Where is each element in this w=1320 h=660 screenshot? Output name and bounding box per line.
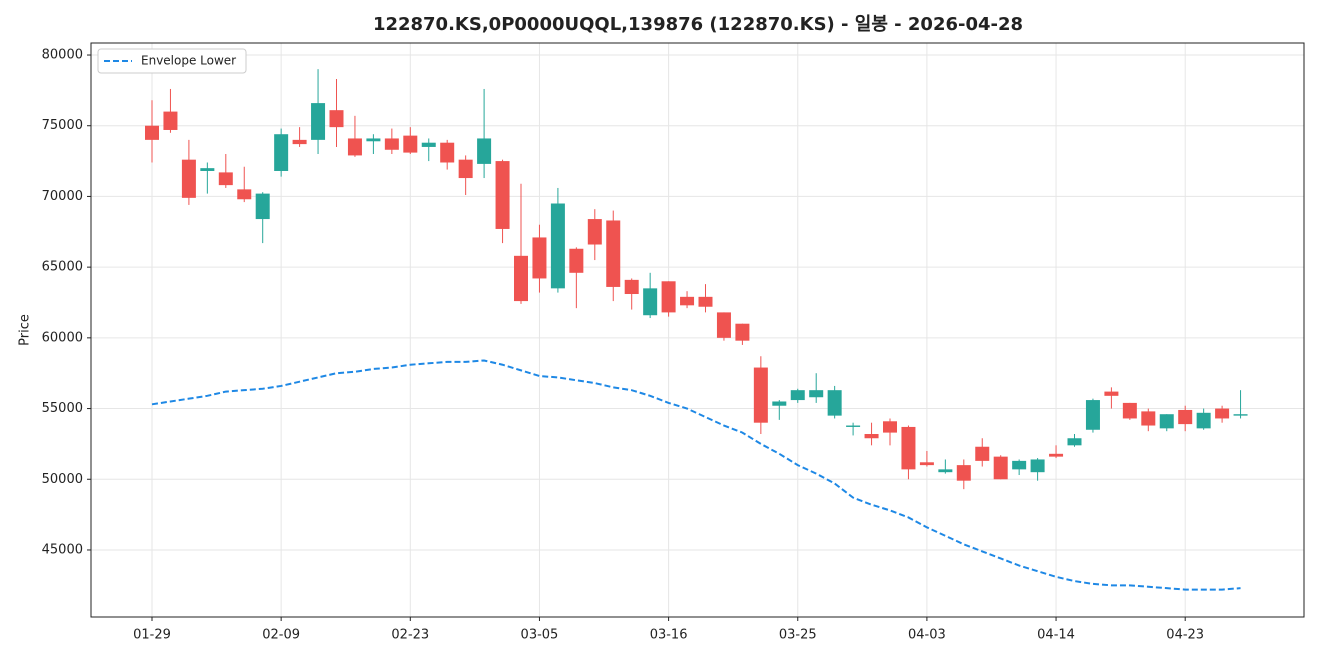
y-tick-label: 45000 [42, 542, 83, 557]
candle-body [606, 220, 621, 287]
x-tick-label: 03-25 [779, 628, 817, 643]
candle-body [255, 193, 270, 220]
candle-body [1067, 438, 1082, 446]
candle-body [550, 203, 565, 289]
candle-body [163, 111, 178, 130]
candle-body [200, 168, 215, 171]
candle-body [329, 110, 344, 128]
candle-body [993, 456, 1008, 480]
candle-body [698, 296, 713, 307]
candle-body [680, 296, 695, 306]
candle-body [938, 469, 953, 473]
candle-body [1122, 402, 1137, 419]
y-tick-label: 65000 [42, 260, 83, 275]
candle-body [458, 159, 473, 179]
candle-body [772, 401, 787, 406]
x-tick-label: 04-03 [908, 628, 946, 643]
x-tick-label: 03-16 [650, 628, 688, 643]
candle-body [1196, 412, 1211, 429]
chart-title: 122870.KS,0P0000UQQL,139876 (122870.KS) … [373, 14, 1023, 35]
candle-body [624, 279, 639, 295]
candle-body [477, 138, 492, 164]
candle-body [901, 426, 916, 470]
y-tick-label: 55000 [42, 401, 83, 416]
candle-body [1233, 414, 1248, 416]
candle-body [311, 103, 326, 140]
candle-body [919, 462, 934, 466]
candle-body [809, 390, 824, 398]
candle-body [883, 421, 897, 433]
candle-body [237, 189, 252, 200]
x-tick-label: 04-23 [1166, 628, 1204, 643]
candle-body [569, 248, 584, 273]
candle-body [1104, 391, 1119, 396]
candle-body [956, 465, 971, 481]
candle-body [495, 161, 510, 229]
candle-body [790, 390, 805, 401]
candle-body [218, 172, 233, 186]
x-tick-label: 01-29 [133, 628, 171, 643]
y-tick-label: 60000 [42, 330, 83, 345]
legend-label: Envelope Lower [141, 54, 236, 68]
candle-body [145, 125, 159, 140]
candle-body [975, 446, 990, 461]
candle-body [827, 390, 842, 416]
candle-body [735, 323, 750, 341]
candle-body [181, 159, 196, 198]
candle-body [753, 367, 768, 423]
y-tick-label: 75000 [42, 118, 83, 133]
x-tick-label: 02-23 [391, 628, 429, 643]
candle-body [716, 312, 731, 338]
candle-body [661, 281, 676, 313]
candle-body [366, 138, 381, 142]
plot-frame [90, 42, 1305, 618]
x-tick-label: 02-09 [262, 628, 300, 643]
y-axis-label: Price [18, 314, 33, 346]
candle-body [846, 425, 861, 427]
candle-body [1159, 414, 1174, 429]
candle-body [274, 134, 289, 171]
x-tick-label: 03-05 [521, 628, 559, 643]
candle-body [1085, 400, 1100, 430]
y-tick-label: 50000 [42, 472, 83, 487]
candle-body [643, 288, 658, 316]
candle-body [1012, 460, 1027, 470]
legend-box [97, 48, 247, 74]
candle-body [1030, 459, 1045, 473]
candle-body [1215, 408, 1230, 419]
candle-body [292, 139, 307, 145]
candle-body [1178, 409, 1193, 425]
candle-body [421, 142, 436, 147]
candle-body [1049, 453, 1064, 457]
line-series [151, 359, 1241, 591]
candle-body [864, 434, 879, 439]
y-tick-label: 80000 [42, 48, 83, 63]
candle-body [384, 138, 399, 150]
candle-body [587, 219, 602, 245]
x-tick-label: 04-14 [1037, 628, 1075, 643]
legend: Envelope Lower [97, 48, 247, 74]
candle-body [347, 138, 362, 156]
candle-body [403, 135, 418, 153]
candle-body [514, 255, 528, 302]
candle-body [532, 237, 547, 279]
y-tick-label: 70000 [42, 189, 83, 204]
candle-body [1141, 411, 1156, 426]
candle-body [440, 142, 455, 163]
